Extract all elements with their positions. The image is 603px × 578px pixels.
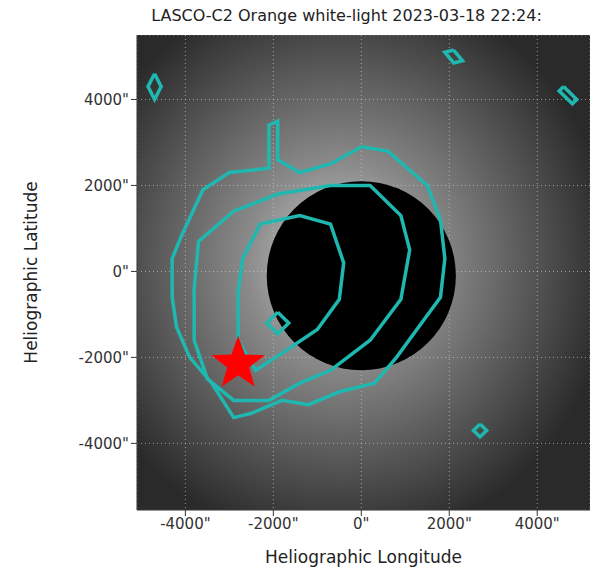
svg-text:-2000": -2000" (79, 349, 130, 367)
svg-text:0": 0" (353, 515, 369, 533)
svg-text:4000": 4000" (515, 515, 560, 533)
svg-text:Heliographic Latitude: Heliographic Latitude (21, 181, 41, 363)
svg-text:4000": 4000" (84, 91, 129, 109)
svg-text:-2000": -2000" (248, 515, 299, 533)
svg-text:2000": 2000" (84, 177, 129, 195)
svg-text:Heliographic Longitude: Heliographic Longitude (265, 547, 462, 567)
svg-text:2000": 2000" (427, 515, 472, 533)
html-text:LASCO-C2 Orange white-light 20: LASCO-C2 Orange white-light 2023-03-18 2… (151, 6, 542, 25)
svg-text:0": 0" (113, 263, 129, 281)
svg-text:-4000": -4000" (79, 435, 130, 453)
svg-text:-4000": -4000" (160, 515, 211, 533)
